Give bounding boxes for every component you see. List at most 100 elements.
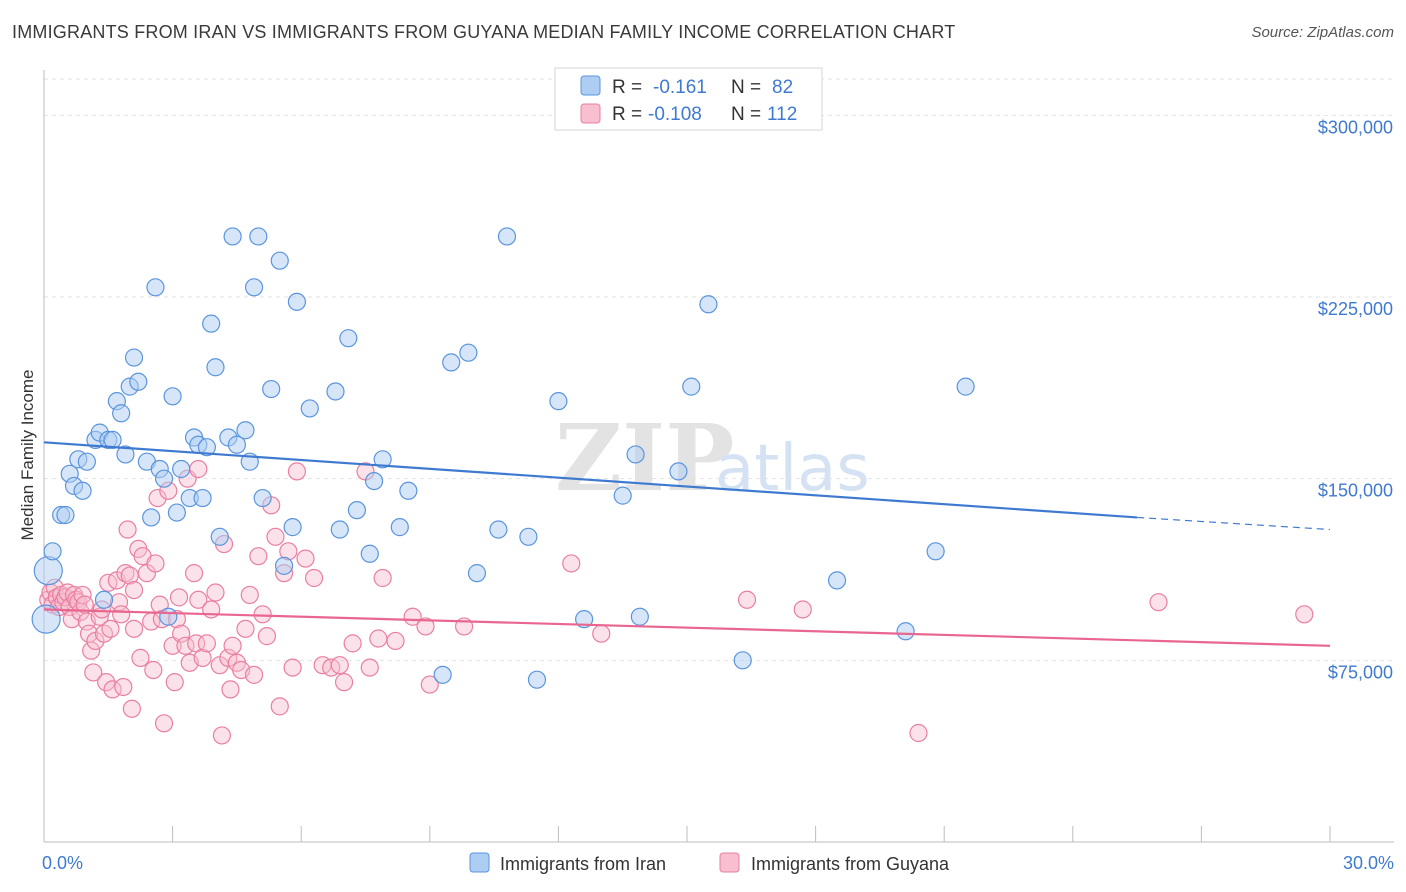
iran-point xyxy=(172,459,191,479)
guyana-point xyxy=(221,680,240,699)
iran-point xyxy=(300,399,319,418)
iran-point xyxy=(73,481,92,500)
guyana-point xyxy=(334,673,354,692)
iran-point xyxy=(197,438,216,457)
iran-point xyxy=(373,450,392,469)
bottom-legend-label-iran: Immigrants from Iran xyxy=(500,854,666,874)
iran-trend-line-extension xyxy=(1137,516,1331,531)
series-legend: Immigrants from Iran Immigrants from Guy… xyxy=(469,852,950,874)
iran-point xyxy=(236,421,255,440)
iran-point xyxy=(249,227,268,246)
y-tick-label: $300,000 xyxy=(1318,117,1393,137)
guyana-point xyxy=(592,624,611,643)
iran-point xyxy=(244,278,264,297)
guyana-point xyxy=(249,547,268,566)
legend-r-label-iran: R = xyxy=(612,77,642,98)
iran-point xyxy=(549,392,568,411)
guyana-point xyxy=(146,554,165,573)
guyana-point xyxy=(793,600,812,619)
y-tick-label: $75,000 xyxy=(1328,662,1393,682)
axes xyxy=(43,70,1394,843)
iran-point xyxy=(956,377,975,396)
iran-point xyxy=(142,508,161,527)
guyana-point xyxy=(240,585,259,605)
y-tick-label: $150,000 xyxy=(1318,481,1393,501)
guyana-point xyxy=(1149,593,1168,612)
y-tick-label: $225,000 xyxy=(1318,299,1393,319)
watermark-zip: ZIP xyxy=(555,404,734,512)
iran-point xyxy=(390,518,409,537)
guyana-point xyxy=(165,673,184,692)
guyana-point xyxy=(172,624,191,643)
guyana-point xyxy=(144,660,163,680)
iran-point xyxy=(467,564,487,583)
guyana-point xyxy=(1295,605,1314,624)
iran-point xyxy=(43,542,62,561)
iran-point xyxy=(129,372,148,391)
guyana-point xyxy=(304,568,324,588)
guyana-point xyxy=(197,634,216,653)
source-credit: Source: ZipAtlas.com xyxy=(1251,24,1394,41)
x-tick-label-max: 30.0% xyxy=(1343,853,1394,873)
trend-lines xyxy=(43,441,1331,647)
guyana-point xyxy=(101,619,120,638)
iran-point xyxy=(575,610,594,629)
iran-point xyxy=(399,481,418,500)
iran-point xyxy=(33,556,63,586)
guyana-point xyxy=(386,631,405,651)
iran-point xyxy=(223,227,242,246)
iran-point xyxy=(669,462,688,481)
iran-point xyxy=(926,542,945,561)
guyana-point xyxy=(122,699,141,718)
iran-point xyxy=(613,486,632,505)
iran-point xyxy=(167,503,186,522)
guyana-point xyxy=(97,673,116,692)
guyana-point xyxy=(84,663,103,682)
guyana-point xyxy=(909,723,928,743)
legend-r-value-iran: -0.161 xyxy=(653,77,707,98)
guyana-point xyxy=(219,648,238,668)
guyana-point xyxy=(82,641,101,660)
guyana-point xyxy=(169,588,189,607)
guyana-point xyxy=(373,568,392,588)
legend-swatch-guyana xyxy=(580,103,601,124)
guyana-point xyxy=(360,658,379,677)
iran-point xyxy=(347,501,367,520)
guyana-point xyxy=(343,634,362,653)
iran-point xyxy=(896,622,915,641)
iran-point xyxy=(227,435,246,454)
guyana-point xyxy=(236,619,255,638)
y-tick-labels: $75,000 $150,000 $225,000 $300,000 xyxy=(1318,117,1393,682)
iran-point xyxy=(489,520,508,539)
guyana-point xyxy=(184,564,204,583)
correlation-legend: R = -0.161 N = 82 R = -0.108 N = 112 xyxy=(554,67,823,131)
legend-r-label-guyana: R = xyxy=(612,104,642,125)
guyana-point xyxy=(244,665,264,684)
legend-n-value-iran: 82 xyxy=(772,77,793,98)
iran-point xyxy=(630,607,649,626)
iran-point xyxy=(116,445,135,464)
guyana-point xyxy=(90,607,109,626)
guyana-point xyxy=(296,549,315,568)
guyana-point xyxy=(270,697,289,716)
iran-point xyxy=(56,505,75,525)
watermark-atlas: atlas xyxy=(715,432,870,506)
guyana-point xyxy=(124,619,144,638)
guyana-point xyxy=(420,675,439,694)
iran-point xyxy=(497,227,517,246)
legend-n-label-iran: N = xyxy=(731,77,761,98)
iran-point xyxy=(270,251,289,270)
guyana-point xyxy=(124,580,144,600)
guyana-point xyxy=(737,590,757,609)
guyana-point xyxy=(562,554,581,573)
bottom-legend-label-guyana: Immigrants from Guyana xyxy=(751,854,950,874)
iran-point xyxy=(326,382,345,401)
iran-point xyxy=(163,387,182,406)
grid-lines xyxy=(44,78,1394,661)
iran-point xyxy=(94,590,114,609)
legend-n-label-guyana: N = xyxy=(731,104,761,125)
iran-point xyxy=(330,520,349,539)
guyana-point xyxy=(257,627,277,646)
guyana-point xyxy=(223,636,242,655)
iran-point xyxy=(527,670,547,689)
